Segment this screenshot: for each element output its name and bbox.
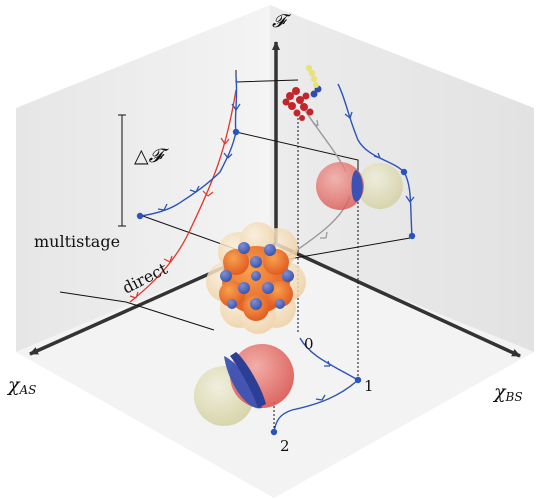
sphere-pair-lower xyxy=(194,344,294,426)
blue-cap-lower xyxy=(224,356,262,409)
multistage-arrow-2 xyxy=(223,152,233,159)
right-wall-curve xyxy=(337,83,413,237)
sphere-pair-upper xyxy=(316,162,403,210)
floor-node-1 xyxy=(354,376,362,384)
multistage-arrow-3 xyxy=(189,185,200,193)
cluster-blue-atoms xyxy=(220,242,294,310)
multistage-node-0 xyxy=(232,128,240,136)
chi-bs-axis-line xyxy=(275,242,521,358)
right-node-1 xyxy=(408,232,416,240)
multistage-path xyxy=(136,75,241,220)
right-arrow-1 xyxy=(344,111,353,119)
right-wall xyxy=(270,5,534,352)
floor-node-2 xyxy=(270,428,278,436)
gray-arrow-1 xyxy=(312,119,319,127)
direct-path-curve xyxy=(129,89,237,303)
multistage-label: multistage xyxy=(34,232,120,251)
point-0-label: 0 xyxy=(304,335,314,353)
point-2-label: 2 xyxy=(280,437,290,455)
left-wall xyxy=(16,5,270,352)
direct-path xyxy=(129,89,237,303)
multistage-arrow-4 xyxy=(157,203,168,211)
multistage-arrow-1 xyxy=(231,103,241,111)
molecule-red-atoms xyxy=(282,87,314,121)
molecule-yellow-atoms xyxy=(305,64,319,88)
blue-band-lower xyxy=(230,352,266,408)
direct-arrow-4 xyxy=(129,291,139,299)
right-arrow-2 xyxy=(373,152,381,159)
guide-3 xyxy=(59,291,127,303)
central-cluster xyxy=(206,222,306,334)
blue-cap-upper xyxy=(351,170,363,202)
multistage-node-1 xyxy=(136,212,144,220)
floor-path xyxy=(270,337,362,436)
chi-as-label: χAS xyxy=(6,374,36,397)
chi-bs-label: χBS xyxy=(492,381,523,404)
direct-arrow-2 xyxy=(202,190,214,197)
delta-f-label: △𝓕 xyxy=(134,145,170,167)
direct-arrow-3 xyxy=(163,255,173,263)
guide-2 xyxy=(125,301,215,331)
right-wall-path xyxy=(337,83,416,240)
peptide-molecule xyxy=(282,64,322,121)
direct-arrow-1 xyxy=(220,137,230,145)
red-sphere-upper xyxy=(316,162,364,210)
right-arrow-3 xyxy=(405,195,415,203)
floor-arrow-2 xyxy=(315,394,326,401)
right-node-0 xyxy=(400,168,408,176)
point-1-label: 1 xyxy=(364,377,374,395)
floor-arrow-1 xyxy=(324,360,331,367)
olive-sphere-upper xyxy=(357,163,403,209)
multistage-curve xyxy=(139,75,238,217)
floor-curve xyxy=(273,337,360,433)
gray-arrow-2 xyxy=(320,231,328,239)
cluster-orange-lobes xyxy=(219,249,293,321)
